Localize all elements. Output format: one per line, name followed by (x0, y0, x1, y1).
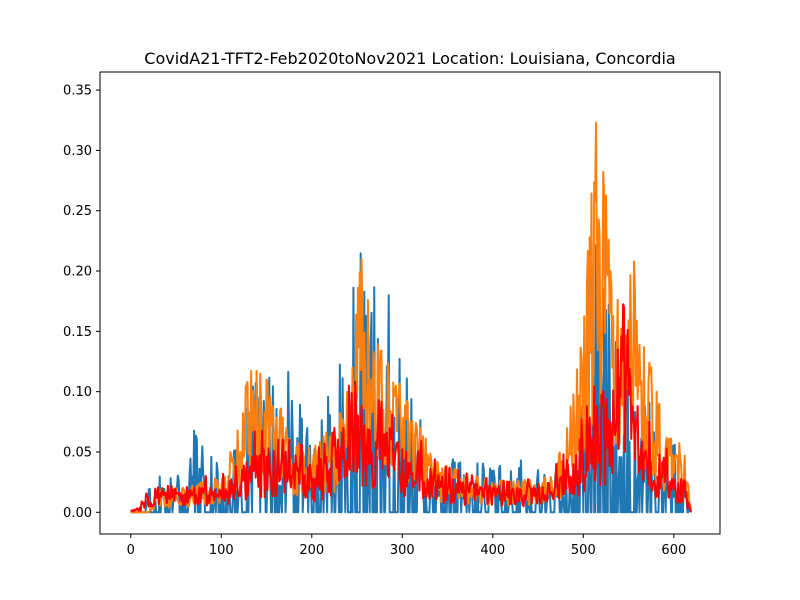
y-tick-label: 0.20 (63, 265, 92, 280)
x-tick-label: 500 (571, 543, 596, 558)
y-tick-label: 0.15 (63, 325, 92, 340)
series-line-forecast (130, 303, 693, 513)
y-tick-label: 0.25 (63, 204, 92, 219)
x-tick-label: 300 (390, 543, 415, 558)
x-tick-label: 100 (209, 543, 234, 558)
y-tick-label: 0.35 (63, 84, 92, 99)
y-tick-label: 0.10 (63, 385, 92, 400)
y-tick-label: 0.05 (63, 445, 92, 460)
y-tick-label: 0.00 (63, 506, 92, 521)
x-tick-label: 0 (127, 543, 135, 558)
series-layer (130, 121, 693, 514)
x-tick-label: 200 (299, 543, 324, 558)
y-tick-label: 0.30 (63, 144, 92, 159)
plot-frame (99, 71, 721, 535)
x-tick-label: 400 (480, 543, 505, 558)
x-tick-label: 600 (661, 543, 686, 558)
x-axis: 0 100 200 300 400 500 600 (127, 534, 686, 558)
chart-title: CovidA21-TFT2-Feb2020toNov2021 Location:… (144, 49, 675, 68)
y-axis: 0.00 0.05 0.10 0.15 0.20 0.25 0.30 0.35 (63, 84, 100, 521)
